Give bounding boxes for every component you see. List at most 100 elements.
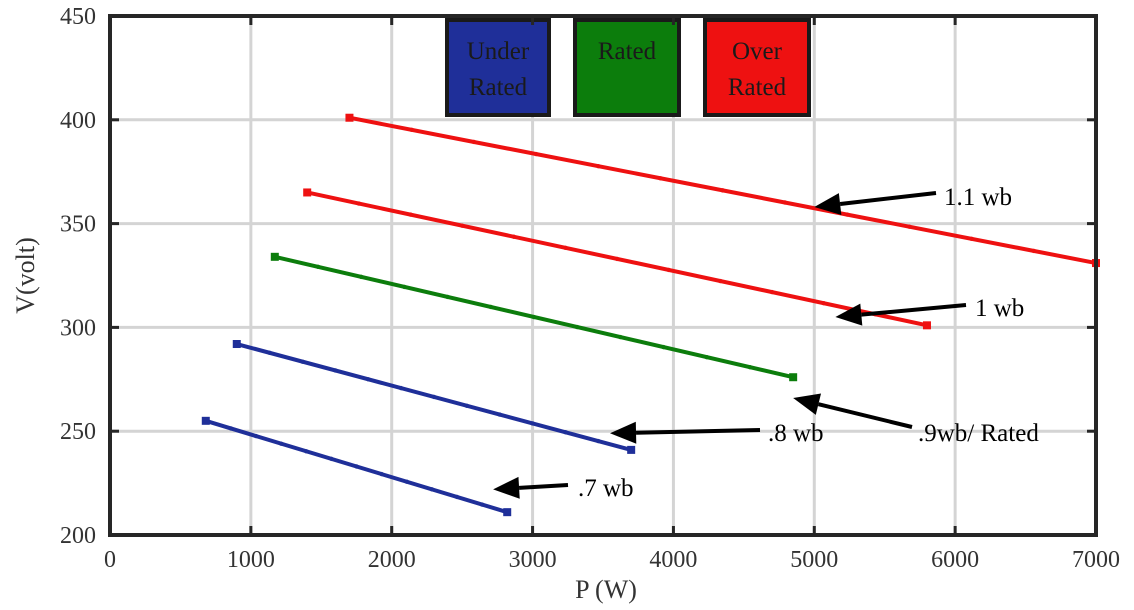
series-marker <box>530 421 535 426</box>
series-endpoint <box>270 252 279 261</box>
legend-item: Over Rated <box>703 18 811 117</box>
y-tick-label: 350 <box>60 212 96 238</box>
series-marker <box>969 236 974 242</box>
annotation-arrow-shaft <box>635 428 761 435</box>
series-marker <box>511 234 516 239</box>
series-marker <box>747 364 753 370</box>
series-marker <box>618 334 623 340</box>
series-marker <box>574 324 580 330</box>
legend-swatch <box>445 18 551 117</box>
series-marker <box>408 212 413 217</box>
annotation-arrow-head <box>610 421 637 444</box>
series-marker <box>471 139 477 145</box>
series-endpoint <box>232 340 241 349</box>
series-marker <box>718 278 723 284</box>
ticks: 0 1000 2000 3000 4000 5000 6000 7000 200 250 300 35… <box>60 4 1120 573</box>
annotation-arrow-head <box>835 303 863 326</box>
series-marker <box>464 403 470 408</box>
series-marker <box>661 344 666 350</box>
series-marker <box>563 430 568 435</box>
series-endpoint <box>503 508 512 517</box>
x-tick-label: 5000 <box>790 547 838 573</box>
annotation-label: 1.1 wb <box>944 184 1012 211</box>
annotation: .9wb/ Rated <box>793 393 1039 447</box>
annotation-arrow-shaft <box>518 483 569 490</box>
annotation-label: .8 wb <box>768 420 824 447</box>
series-marker <box>329 456 334 462</box>
series-marker <box>253 433 259 439</box>
series-marker <box>300 359 305 364</box>
series-marker <box>409 127 414 133</box>
series-marker <box>907 224 912 229</box>
series-marker <box>488 304 493 310</box>
annotation-label: 1 wb <box>975 295 1024 322</box>
series-marker <box>769 289 775 295</box>
series-marker <box>315 264 321 270</box>
series-marker <box>354 464 359 469</box>
series-marker <box>445 294 450 300</box>
annotation: 1.1 wb <box>814 184 1012 215</box>
series-marker <box>704 354 709 360</box>
series-marker <box>596 163 601 169</box>
y-axis-label: V(volt) <box>11 237 40 314</box>
annotation-arrow-head <box>493 476 520 499</box>
series-marker <box>563 245 568 251</box>
series-endpoint <box>922 321 931 330</box>
series-marker <box>431 394 437 400</box>
annotation-label: .9wb/ Rated <box>918 420 1039 447</box>
series-marker <box>666 267 671 273</box>
series-marker <box>479 502 485 507</box>
series-marker <box>1031 248 1036 254</box>
y-tick-label: 400 <box>60 108 96 134</box>
annotations: 1.1 wb 1 wb .9wb/ Rated .8 wb .7 wb <box>493 184 1039 502</box>
series-marker <box>821 300 826 306</box>
series-marker <box>454 494 460 500</box>
annotation: .8 wb <box>610 420 824 447</box>
series-layer <box>201 113 1100 517</box>
legend: Under Rated Rated Over Rated <box>445 18 811 117</box>
legend-label: Over <box>732 38 783 65</box>
series-marker <box>278 441 284 446</box>
legend-item: Under Rated <box>445 18 551 117</box>
series-marker <box>358 274 364 280</box>
x-tick-label: 1000 <box>227 547 275 573</box>
series-endpoint <box>789 373 798 382</box>
y-tick-label: 300 <box>60 315 96 341</box>
x-axis-label: P (W) <box>575 575 637 604</box>
legend-label: Under <box>467 38 530 65</box>
series-endpoint <box>627 445 636 454</box>
series-endpoint <box>201 416 210 425</box>
legend-label: Rated <box>728 74 787 101</box>
legend-swatch <box>573 18 681 117</box>
series-marker <box>429 487 435 492</box>
annotation-arrow-shaft <box>817 402 913 429</box>
series-marker <box>366 377 371 382</box>
annotation-arrow-head <box>814 193 842 215</box>
series-marker <box>379 471 384 477</box>
series-marker <box>356 201 362 206</box>
series-marker <box>533 151 539 157</box>
series-marker <box>658 176 663 181</box>
series-marker <box>614 256 620 262</box>
series-marker <box>531 314 537 320</box>
annotation: 1 wb <box>835 295 1024 326</box>
series-marker <box>333 368 338 373</box>
annotation-arrow-head <box>793 393 822 415</box>
x-tick-label: 4000 <box>649 547 697 573</box>
annotation-arrow-shaft <box>839 191 937 207</box>
legend-label: Rated <box>469 74 528 101</box>
annotation-label: .7 wb <box>578 475 634 502</box>
series-marker <box>404 479 409 484</box>
legend-swatch <box>703 18 811 117</box>
series-endpoint <box>345 113 354 122</box>
annotation: .7 wb <box>493 475 634 502</box>
legend-item: Rated <box>573 18 681 117</box>
series-marker <box>304 449 309 454</box>
series-endpoint <box>303 188 312 197</box>
series-marker <box>228 426 234 431</box>
series-marker <box>398 385 404 391</box>
annotation-arrow-shaft <box>861 303 967 317</box>
series-marker <box>596 438 601 444</box>
series-marker <box>267 350 272 356</box>
